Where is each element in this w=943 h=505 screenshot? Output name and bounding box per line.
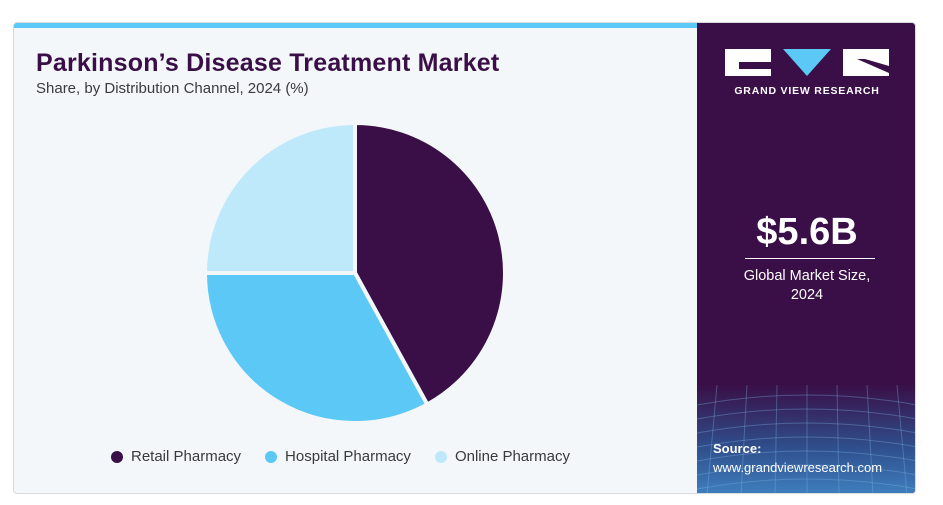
legend: Retail Pharmacy Hospital Pharmacy Online… — [111, 448, 570, 465]
market-size-caption: Global Market Size, 2024 — [717, 267, 897, 305]
decorative-wave-background — [697, 385, 915, 493]
gvr-logo-icon — [725, 49, 889, 76]
market-caption-line-1: Global Market Size, — [743, 268, 871, 284]
chart-panel: Parkinson’s Disease Treatment Market Sha… — [14, 23, 697, 493]
legend-item-retail: Retail Pharmacy — [111, 448, 241, 465]
legend-dot-hospital — [265, 450, 278, 463]
legend-item-hospital: Hospital Pharmacy — [265, 448, 411, 465]
pie-slice-retail-pharmacy — [353, 121, 507, 407]
wave-grid-graphic — [697, 385, 915, 493]
legend-label-online: Online Pharmacy — [454, 448, 570, 465]
pie-slice-hospital-pharmacy — [203, 271, 430, 425]
divider — [745, 258, 875, 259]
pie-slice-online-pharmacy — [203, 121, 357, 275]
chart-title: Parkinson’s Disease Treatment Market — [36, 49, 500, 77]
pie-chart — [203, 121, 507, 425]
legend-dot-online — [434, 450, 447, 463]
legend-label-hospital: Hospital Pharmacy — [285, 448, 411, 465]
market-caption-line-2: 2024 — [790, 287, 824, 303]
market-size-value: $5.6B — [756, 211, 858, 253]
legend-label-retail: Retail Pharmacy — [131, 448, 242, 465]
summary-panel: GRAND VIEW RESEARCH $5.6B Global Market … — [697, 23, 915, 493]
logo-text: GRAND VIEW RESEARCH — [734, 85, 880, 97]
chart-subtitle: Share, by Distribution Channel, 2024 (%) — [36, 80, 309, 97]
accent-bar — [14, 23, 697, 28]
infographic-card: Parkinson’s Disease Treatment Market Sha… — [13, 22, 916, 494]
source-url[interactable]: www.grandviewresearch.com — [713, 460, 883, 475]
legend-dot-retail — [111, 450, 123, 463]
source-label: Source: — [713, 441, 762, 456]
legend-item-online: Online Pharmacy — [434, 448, 570, 465]
